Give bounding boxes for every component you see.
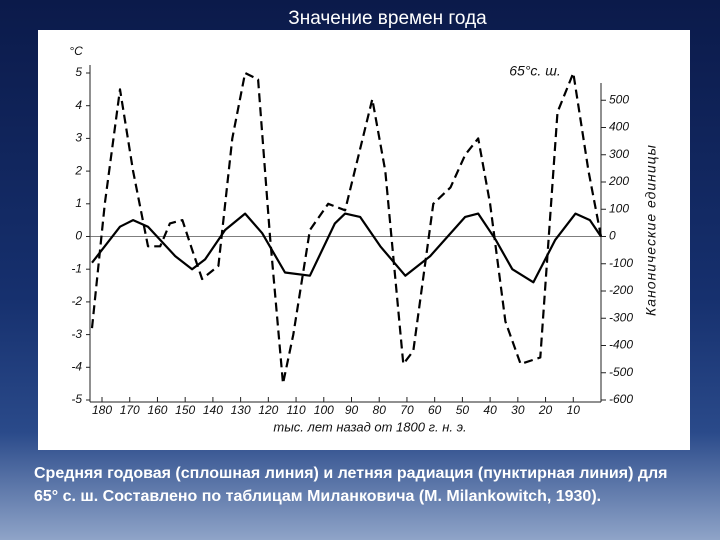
y-tick-label: 0 [75,229,82,243]
x-tick-label: 20 [538,403,553,417]
series-line [91,212,602,284]
x-tick-label: 30 [511,403,525,417]
x-tick-label: 170 [120,403,140,417]
x-tick-label: 100 [314,403,334,417]
y-tick-label: 2 [74,163,82,177]
y2-tick-label: 200 [608,174,629,188]
slide-title: Значение времен года [288,8,487,29]
y-tick-label: 4 [75,98,82,112]
x-tick-label: 60 [428,403,442,417]
y2-tick-label: -300 [609,310,633,324]
y-tick-label: -1 [71,261,82,275]
y2-tick-label: -500 [609,365,633,379]
y-tick-label: 1 [75,196,82,210]
y-tick-label: 5 [75,65,82,79]
x-tick-label: 120 [258,403,278,417]
y2-tick-label: 300 [609,147,629,161]
y2-tick-label: -400 [609,338,633,352]
y-axis-label: °C [69,44,83,58]
x-axis-label: тыс. лет назад от 1800 г. н. э. [273,419,466,434]
y-tick-label: -2 [71,294,82,308]
series-line [90,71,603,385]
y2-tick-label: 400 [609,120,629,134]
y2-tick-label: -200 [609,283,633,297]
x-tick-label: 50 [456,403,470,417]
x-tick-label: 40 [483,403,497,417]
y-tick-label: -5 [71,392,82,406]
y2-tick-label: 100 [609,201,629,215]
y-tick-label: -3 [71,327,82,341]
y-tick-label: -4 [71,359,82,373]
x-tick-label: 140 [203,403,223,417]
x-tick-label: 70 [400,403,414,417]
x-tick-label: 130 [231,403,251,417]
y2-tick-label: -600 [609,392,633,406]
y-tick-label: 3 [75,131,82,145]
x-tick-label: 160 [147,403,167,417]
y2-tick-label: 500 [609,92,629,106]
y2-tick-label: -100 [609,256,633,270]
caption: Средняя годовая (сплошная линия) и летня… [34,465,668,505]
x-tick-label: 80 [373,403,387,417]
x-tick-label: 150 [175,403,195,417]
y2-axis-label: Канонические единицы [643,144,659,316]
annotation: 65°с. ш. [509,63,560,79]
x-tick-label: 90 [345,403,359,417]
x-tick-label: 110 [286,403,305,417]
y2-tick-label: 0 [609,229,616,243]
x-tick-label: 10 [567,403,581,417]
x-tick-label: 180 [92,403,112,417]
